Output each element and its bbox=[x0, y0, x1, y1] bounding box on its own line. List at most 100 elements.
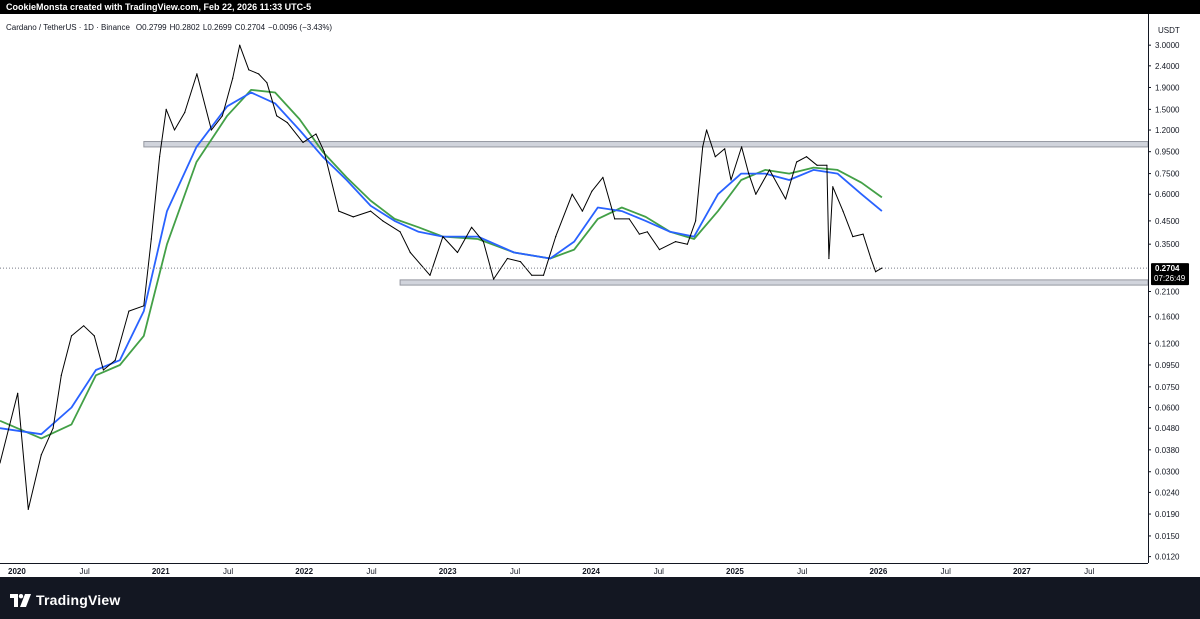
time-tick-label: Jul bbox=[510, 567, 520, 576]
price-point bbox=[471, 226, 473, 228]
price-point bbox=[276, 115, 278, 117]
series-layer bbox=[0, 44, 883, 510]
price-point bbox=[870, 257, 872, 260]
legend-low: L0.2699 bbox=[203, 23, 232, 32]
price-point bbox=[706, 129, 708, 131]
price-tick-label: 0.6000 bbox=[1155, 190, 1180, 199]
price-point bbox=[542, 274, 545, 276]
time-tick-label: 2025 bbox=[726, 567, 744, 576]
price-point bbox=[714, 156, 716, 158]
price-point bbox=[17, 392, 19, 394]
price-point bbox=[323, 151, 325, 153]
price-tick-label: 0.7500 bbox=[1155, 170, 1180, 179]
price-point bbox=[159, 156, 161, 158]
time-tick-label: 2022 bbox=[295, 567, 313, 576]
price-point bbox=[27, 508, 29, 510]
price-point bbox=[315, 133, 317, 135]
price-point bbox=[826, 164, 828, 166]
price-point bbox=[796, 161, 798, 163]
price-point bbox=[173, 129, 176, 131]
price-point bbox=[150, 238, 152, 240]
price-tick-label: 1.9000 bbox=[1155, 83, 1180, 92]
price-point bbox=[248, 69, 250, 71]
price-point bbox=[0, 462, 1, 464]
price-point bbox=[842, 210, 844, 212]
price-point bbox=[531, 274, 533, 276]
price-point bbox=[482, 241, 484, 243]
time-tick-label: 2024 bbox=[582, 567, 600, 576]
price-tick-label: 0.0380 bbox=[1155, 446, 1180, 455]
zone-2 bbox=[399, 279, 1149, 286]
price-point bbox=[128, 310, 130, 312]
price-tick-label: 0.0480 bbox=[1155, 424, 1180, 433]
price-point bbox=[686, 243, 689, 245]
price-point bbox=[506, 257, 508, 260]
price-point bbox=[602, 176, 604, 178]
price-point bbox=[768, 169, 771, 171]
price-tick-label: 0.0120 bbox=[1155, 553, 1180, 562]
chart-area[interactable]: USDT 3.0000 2.4000 1.9000 1.5000 1.2000 0.950… bbox=[0, 14, 1200, 577]
price-tick-label: 0.0190 bbox=[1155, 510, 1180, 519]
price-tick-label: 0.1600 bbox=[1155, 313, 1180, 322]
price-tick-label: 0.0750 bbox=[1155, 383, 1180, 392]
price-point bbox=[493, 278, 495, 280]
price-point bbox=[785, 198, 787, 200]
time-tick-label: 2023 bbox=[439, 567, 457, 576]
price-point bbox=[196, 73, 198, 75]
price-point bbox=[646, 231, 648, 233]
price-point bbox=[221, 115, 223, 117]
price-point bbox=[591, 190, 593, 192]
price-point bbox=[730, 179, 732, 181]
price-point bbox=[60, 374, 62, 376]
price-tick-label: 1.5000 bbox=[1155, 105, 1180, 114]
time-tick-label: Jul bbox=[654, 567, 664, 576]
attribution-bar: CookieMonsta created with TradingView.co… bbox=[0, 0, 1200, 14]
price-point bbox=[828, 257, 830, 260]
price-point bbox=[165, 108, 167, 110]
price-tick-label: 0.9500 bbox=[1155, 148, 1180, 157]
price-tick-label: 0.2100 bbox=[1155, 287, 1180, 296]
price-point bbox=[628, 218, 630, 220]
tradingview-logo[interactable]: TradingView bbox=[10, 592, 120, 608]
price-point bbox=[266, 82, 268, 84]
price-point bbox=[52, 427, 54, 429]
price-point bbox=[862, 233, 864, 235]
price-axis[interactable]: 3.0000 2.4000 1.9000 1.5000 1.2000 0.9500 0.75… bbox=[1148, 41, 1180, 562]
time-tick-label: Jul bbox=[80, 567, 90, 576]
tradingview-logo-icon bbox=[10, 593, 31, 607]
price-tick-label: 0.0300 bbox=[1155, 468, 1180, 477]
price-point bbox=[429, 274, 431, 276]
price-tick-label: 0.3500 bbox=[1155, 240, 1180, 249]
chart-svg[interactable]: USDT 3.0000 2.4000 1.9000 1.5000 1.2000 0.950… bbox=[0, 14, 1200, 577]
price-point bbox=[805, 156, 808, 158]
price-point bbox=[114, 359, 116, 361]
legend-open: O0.2799 bbox=[136, 23, 167, 32]
price-point bbox=[571, 193, 573, 195]
price-tick-label: 2.4000 bbox=[1155, 62, 1180, 71]
price-point bbox=[702, 146, 704, 148]
legend-high: H0.2802 bbox=[170, 23, 201, 32]
price-point bbox=[258, 73, 260, 75]
price-point bbox=[143, 305, 145, 307]
price-point bbox=[519, 261, 522, 263]
price-point bbox=[40, 454, 42, 456]
price-point bbox=[741, 146, 743, 148]
price-point bbox=[695, 220, 697, 222]
time-tick-label: 2020 bbox=[8, 567, 26, 576]
price-point bbox=[83, 325, 85, 327]
time-axis[interactable]: 2020 Jul 2021 Jul 2022 Jul 2023 Jul 2024 Jul 2025 J… bbox=[8, 567, 1095, 576]
price-point bbox=[93, 335, 95, 337]
price-point bbox=[239, 44, 241, 46]
price-point bbox=[748, 173, 750, 175]
series-price bbox=[0, 44, 883, 510]
time-tick-label: Jul bbox=[1084, 567, 1094, 576]
price-point bbox=[638, 233, 641, 235]
price-tick-label: 0.0150 bbox=[1155, 532, 1180, 541]
price-point bbox=[658, 249, 661, 251]
price-point bbox=[184, 111, 186, 114]
price-point bbox=[581, 210, 584, 212]
time-tick-label: 2026 bbox=[869, 567, 887, 576]
last-price-value: 0.2704 bbox=[1155, 264, 1180, 273]
price-tick-label: 0.0600 bbox=[1155, 404, 1180, 413]
price-point bbox=[456, 251, 459, 254]
